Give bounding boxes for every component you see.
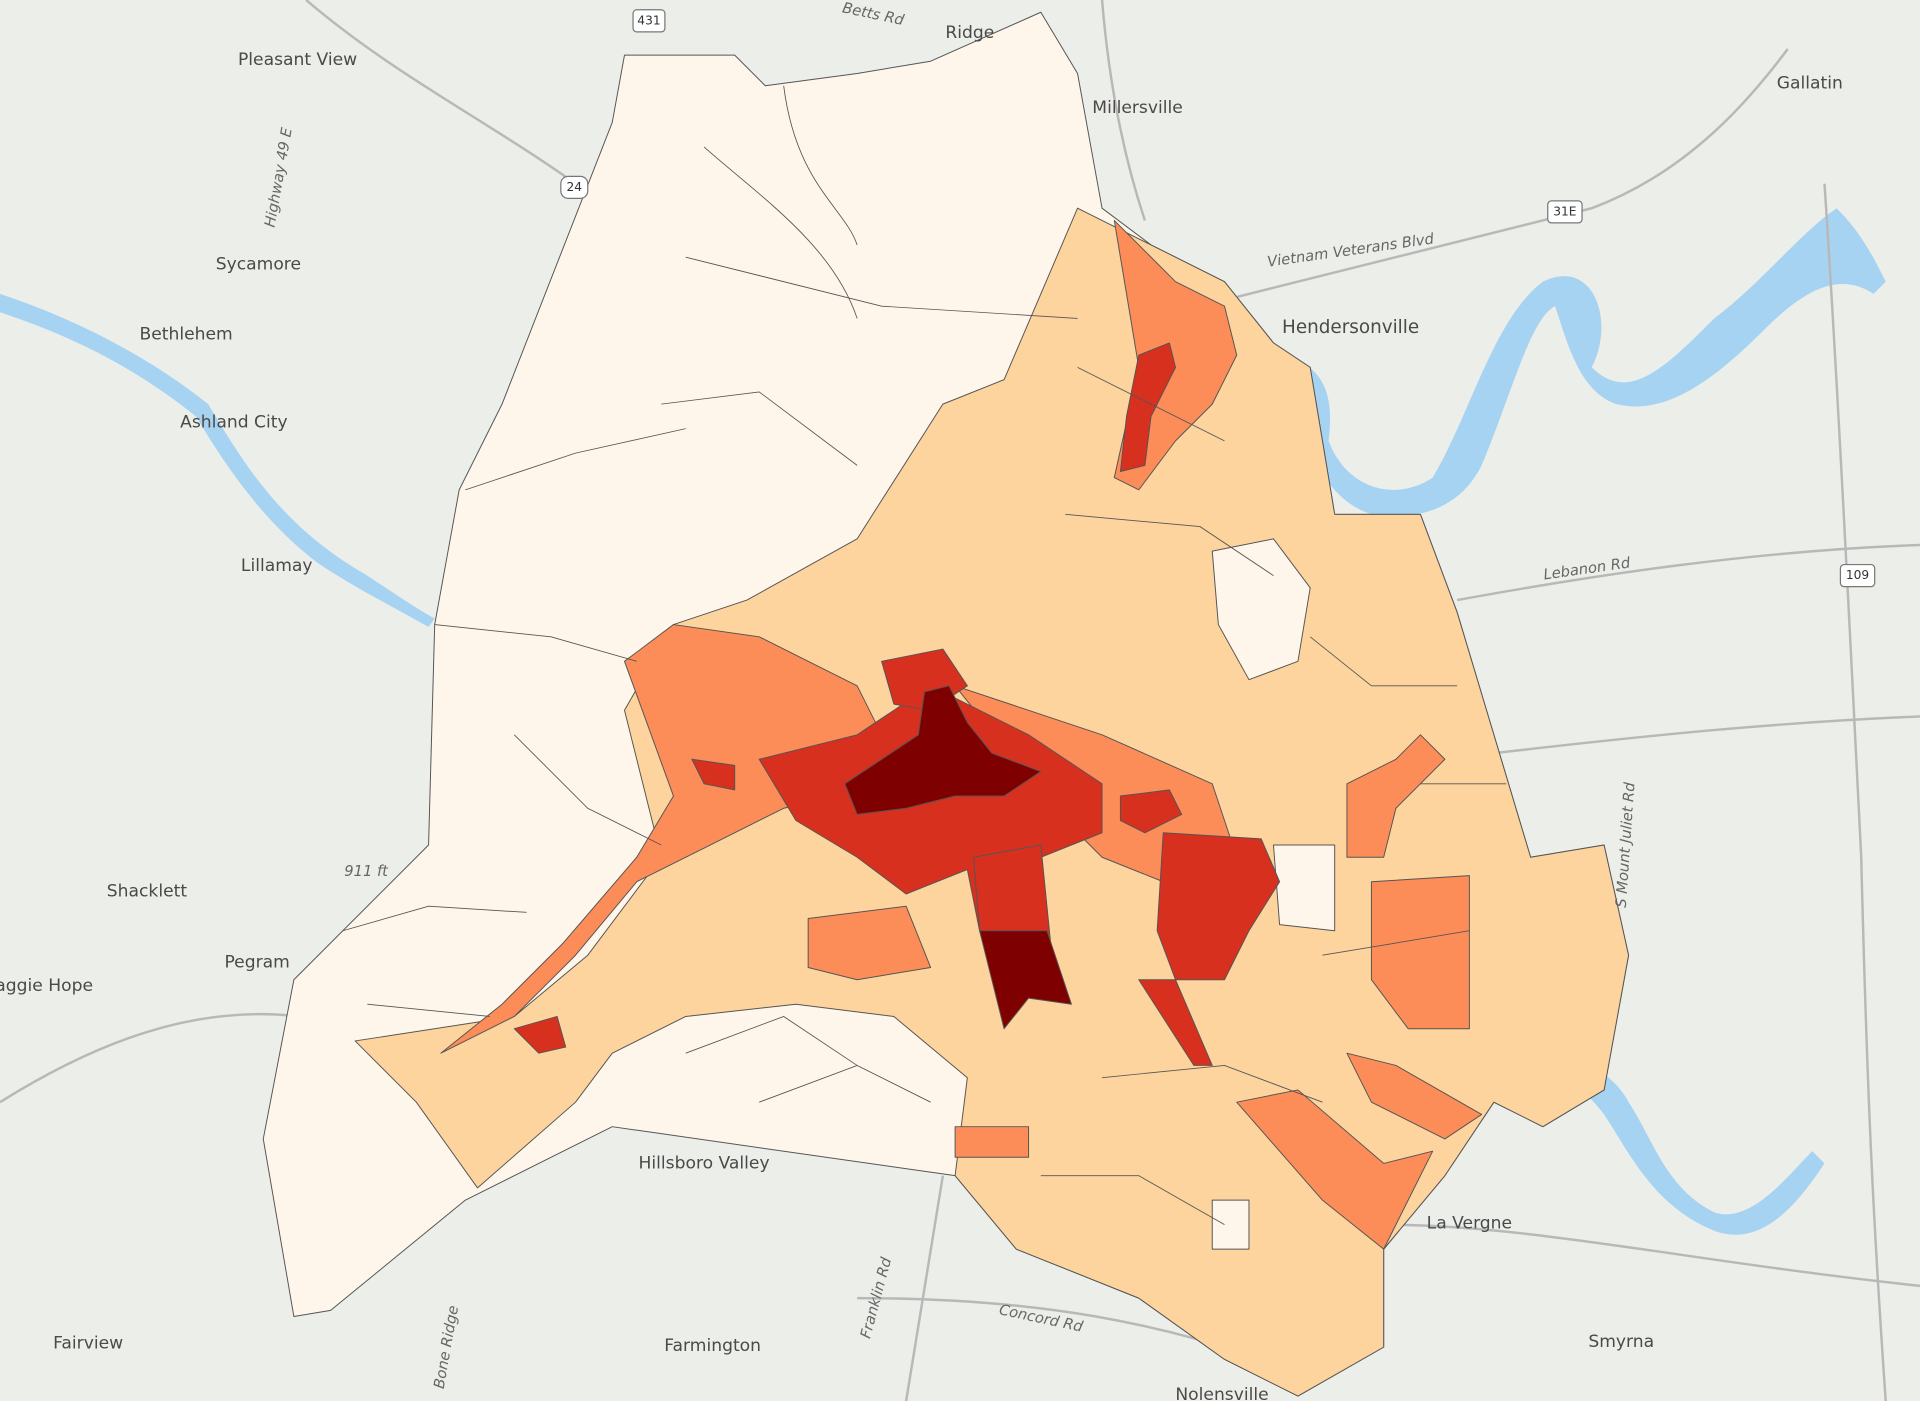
place-label: Lillamay — [241, 556, 313, 576]
place-label: Pleasant View — [238, 50, 357, 70]
place-label: Millersville — [1092, 98, 1182, 118]
tract-high — [513, 1015, 567, 1054]
tract-high — [1138, 979, 1213, 1066]
tract-mid — [807, 905, 932, 981]
shield-label: 431 — [637, 13, 660, 27]
tract-high — [1119, 789, 1183, 834]
place-label: Hendersonville — [1282, 317, 1419, 338]
place-label: Gallatin — [1777, 73, 1843, 93]
route-shield — [560, 175, 589, 200]
tract-mid — [1236, 1089, 1434, 1250]
tract-lines — [342, 85, 1507, 1226]
place-label: Farmington — [664, 1336, 761, 1356]
shield-label: 24 — [566, 180, 582, 194]
place-label: La Vergne — [1427, 1213, 1512, 1233]
tract-top — [979, 930, 1072, 1030]
place-label: Smyrna — [1588, 1332, 1654, 1352]
place-label: Ridge — [945, 23, 994, 43]
place-label: Shacklett — [107, 882, 188, 902]
tract-white — [1272, 844, 1336, 932]
route-shield — [1547, 200, 1583, 224]
place-label: Hillsboro Valley — [639, 1153, 770, 1173]
tract-top — [844, 685, 1042, 815]
water — [0, 208, 1886, 1235]
tract-mid — [1346, 1052, 1483, 1140]
route-shield — [1839, 563, 1876, 588]
shields: 431 24 31E 109 — [560, 9, 1876, 588]
shield-label: 31E — [1553, 204, 1576, 218]
tract-white — [1211, 538, 1311, 681]
tract-high — [1119, 342, 1176, 472]
place-label: Pegram — [224, 953, 289, 973]
tract-mid — [440, 624, 883, 1054]
place-label: Maggie Hope — [0, 976, 93, 996]
tract-white — [1211, 1199, 1250, 1250]
tract-mid — [954, 1126, 1030, 1158]
place-label: Nolensville — [1175, 1385, 1268, 1401]
shield-label: 109 — [1846, 568, 1869, 582]
elevation-label: 911 ft — [344, 863, 389, 880]
county — [262, 11, 1630, 1397]
place-labels: Pleasant View Ridge Millersville Gallati… — [0, 23, 1843, 1401]
place-label: Sycamore — [216, 255, 301, 275]
place-label: Ashland City — [180, 413, 287, 433]
tract-high — [1156, 832, 1281, 981]
place-label: Fairview — [53, 1333, 123, 1353]
tract-mid — [1370, 875, 1470, 1030]
tract-high — [691, 758, 736, 791]
route-shield — [632, 9, 666, 33]
place-label: Bethlehem — [140, 324, 233, 344]
